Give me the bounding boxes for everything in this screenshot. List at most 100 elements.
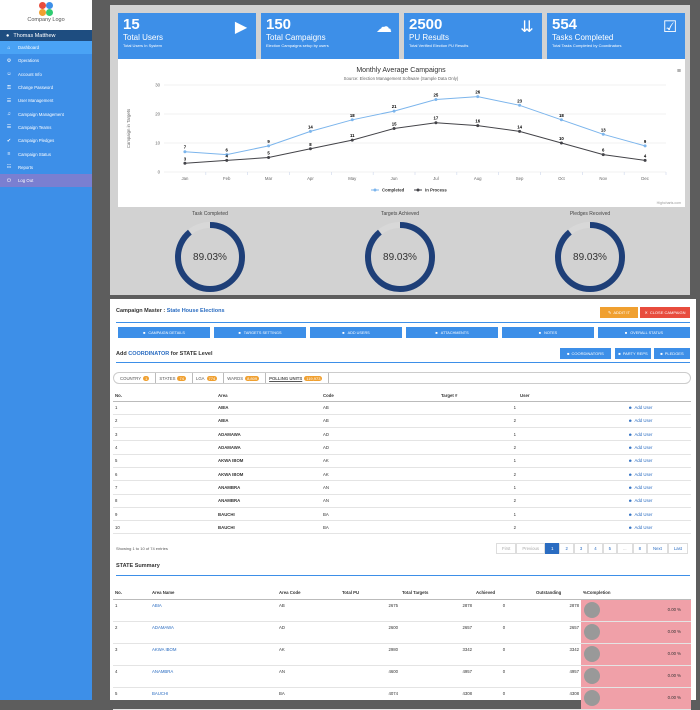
page-button[interactable]: 4 — [588, 543, 603, 554]
data-point[interactable] — [601, 153, 605, 157]
data-point[interactable] — [643, 144, 647, 148]
add-user-link[interactable]: ☻ Add User — [628, 405, 653, 411]
table-cell[interactable]: ADAMAWA — [150, 621, 277, 644]
data-point[interactable] — [476, 124, 480, 128]
user-profile[interactable]: ● Thomas Matthew — [0, 30, 92, 41]
data-point[interactable] — [434, 121, 438, 125]
crumb-states[interactable]: STATES 74 — [156, 373, 193, 383]
stat-card-tasks-completed[interactable]: 554 Tasks Completed Total Tasks Completed … — [547, 13, 685, 61]
data-point[interactable] — [308, 129, 312, 133]
add-user-link[interactable]: ☻ Add User — [628, 471, 653, 477]
coordinators-button[interactable]: ■ COORDINATORS — [560, 348, 611, 359]
page-button[interactable]: 1 — [545, 543, 560, 554]
close-campaign-button[interactable]: ✕ CLOSE CAMPAIGN — [640, 307, 690, 318]
column-header[interactable]: Area Code — [277, 587, 340, 600]
legend-item[interactable]: In Process — [425, 188, 447, 193]
chart-menu-icon[interactable]: ≡ — [677, 68, 681, 75]
column-header[interactable]: Total PU — [340, 587, 400, 600]
crumb-lga[interactable]: LGA 774 — [193, 373, 225, 383]
data-point[interactable] — [559, 141, 563, 145]
data-point[interactable] — [267, 144, 271, 148]
sidebar-item-campaign-teams[interactable]: ☰ Campaign Teams — [0, 121, 92, 134]
page-button[interactable]: Previous — [516, 543, 546, 554]
add-user-link[interactable]: ☻ Add User — [628, 511, 653, 517]
tab-notes[interactable]: ■ NOTES — [502, 327, 594, 338]
sidebar-item-account-info[interactable]: ☺ Account Info — [0, 68, 92, 81]
column-header[interactable]: Achieved — [474, 587, 534, 600]
sidebar-item-campaign-pledges[interactable]: ✔ Campaign Pledges — [0, 134, 92, 147]
page-button[interactable]: 2 — [559, 543, 574, 554]
page-button[interactable]: 5 — [602, 543, 618, 554]
column-header[interactable]: Code — [321, 390, 439, 402]
table-cell[interactable]: ANAMBRA — [150, 665, 277, 688]
party-reps-button[interactable]: ■ PARTY REPS — [615, 348, 651, 359]
data-point[interactable] — [350, 138, 354, 142]
crumb-wards[interactable]: WARDS 8,809 — [224, 373, 267, 383]
add-user-link[interactable]: ☻ Add User — [628, 484, 653, 490]
column-header[interactable]: No. — [113, 390, 216, 402]
edit-button[interactable]: ✎ ADDIT IT — [600, 307, 638, 318]
chart-credit[interactable]: Highcharts.com — [657, 201, 681, 205]
column-header[interactable]: No. — [113, 587, 150, 600]
column-header[interactable]: Area Name — [150, 587, 277, 600]
crumb-country[interactable]: COUNTRY 1 — [117, 373, 157, 383]
column-header[interactable]: Total Targets — [400, 587, 474, 600]
sidebar-item-log-out[interactable]: ⏻ Log Out — [0, 173, 92, 188]
add-user-link[interactable]: ☻ Add User — [628, 445, 653, 451]
sidebar-item-campaign-status[interactable]: ≡ Campaign Status — [0, 147, 92, 160]
data-point[interactable] — [518, 103, 522, 107]
campaign-name[interactable]: State House Elections — [166, 308, 225, 314]
data-point[interactable] — [559, 118, 563, 122]
add-user-link[interactable]: ☻ Add User — [628, 524, 653, 530]
tab-targets-settings[interactable]: ■ TARGETS SETTINGS — [214, 327, 306, 338]
table-cell[interactable]: ABIA — [150, 599, 277, 622]
add-user-link[interactable]: ☻ Add User — [628, 418, 653, 424]
sidebar-item-campaign-management[interactable]: ♫ Campaign Management — [0, 107, 92, 120]
table-cell[interactable]: BAUCHI — [150, 687, 277, 710]
sidebar-item-reports[interactable]: ☷ Reports — [0, 161, 92, 174]
add-user-link[interactable]: ☻ Add User — [628, 498, 653, 504]
add-user-link[interactable]: ☻ Add User — [628, 458, 653, 464]
column-header[interactable]: Outstanding — [534, 587, 581, 600]
data-point[interactable] — [183, 161, 187, 165]
page-button[interactable]: Next — [647, 543, 668, 554]
data-point[interactable] — [643, 158, 647, 162]
stat-card-total-users[interactable]: 15 Total Users Total Users In System ▶ — [118, 13, 256, 61]
sidebar-item-user-management[interactable]: ☰ User Management — [0, 94, 92, 107]
sidebar-item-change-password[interactable]: ⚿ Change Password — [0, 81, 92, 94]
page-button[interactable]: Last — [667, 543, 688, 554]
legend-item[interactable]: Completed — [382, 188, 405, 193]
tab-overall-status[interactable]: ■ OVERALL STATUS — [598, 327, 690, 338]
tab-attachments[interactable]: ■ ATTACHMENTS — [406, 327, 498, 338]
data-point[interactable] — [183, 150, 187, 154]
tab-add-users[interactable]: ■ ADD USERS — [310, 327, 402, 338]
sidebar-item-dashboard[interactable]: ⌂ Dashboard — [0, 41, 92, 55]
data-point[interactable] — [350, 118, 354, 122]
page-button[interactable]: 8 — [632, 543, 648, 554]
data-point[interactable] — [601, 132, 605, 136]
page-button[interactable]: First — [496, 543, 517, 554]
column-header[interactable]: Area — [216, 390, 321, 402]
stat-card-total-campaigns[interactable]: 150 Total Campaigns Election Campaigns set… — [261, 13, 399, 61]
tab-campaign-details[interactable]: ■ CAMPAIGN DETAILS — [118, 327, 210, 338]
data-point[interactable] — [518, 129, 522, 133]
data-point[interactable] — [267, 156, 271, 159]
data-point[interactable] — [225, 158, 229, 162]
data-point[interactable] — [476, 95, 480, 99]
column-header[interactable]: User — [518, 390, 691, 402]
column-header[interactable]: %Completion — [581, 587, 691, 600]
table-cell[interactable]: AKWA IBOM — [150, 643, 277, 666]
data-point[interactable] — [225, 153, 229, 157]
page-button[interactable]: ... — [617, 543, 633, 554]
data-point[interactable] — [392, 109, 396, 113]
company-logo[interactable]: Company Logo — [0, 0, 92, 30]
crumb-polling-units[interactable]: POLLING UNITS 119,973 — [266, 373, 330, 383]
data-point[interactable] — [434, 98, 438, 101]
stat-card-pu-results[interactable]: 2500 PU Results Total Verified Election PU… — [404, 13, 542, 61]
column-header[interactable]: Target # — [439, 390, 518, 402]
data-point[interactable] — [392, 127, 396, 130]
add-user-link[interactable]: ☻ Add User — [628, 431, 653, 437]
page-button[interactable]: 3 — [573, 543, 589, 554]
data-point[interactable] — [308, 147, 312, 151]
sidebar-item-operations[interactable]: ⚙ Operations — [0, 54, 92, 67]
